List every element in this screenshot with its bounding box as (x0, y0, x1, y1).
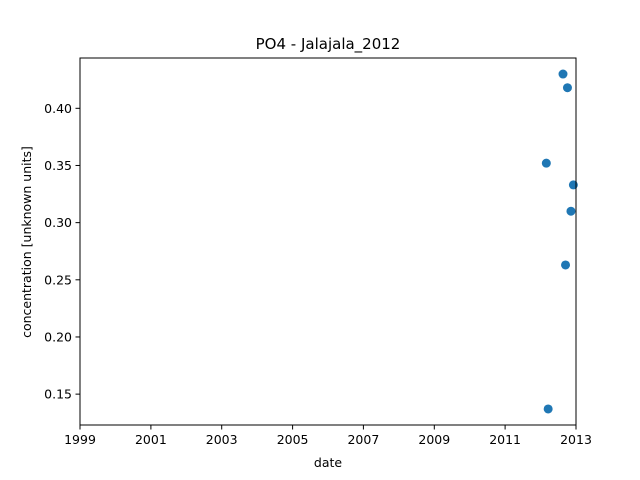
x-axis-label: date (314, 455, 342, 470)
x-tick-label: 2005 (277, 432, 309, 447)
data-point (561, 260, 571, 270)
data-point (558, 69, 568, 79)
y-axis-label: concentration [unknown units] (19, 146, 34, 338)
chart-title: PO4 - Jalajala_2012 (256, 35, 401, 54)
x-tick-label: 2003 (206, 432, 238, 447)
x-tick-label: 1999 (64, 432, 96, 447)
data-point (566, 206, 576, 216)
data-point (562, 83, 572, 93)
y-tick-label: 0.30 (44, 215, 72, 230)
y-tick-label: 0.15 (44, 387, 72, 402)
data-point (541, 158, 551, 168)
plot-area-frame (79, 57, 577, 426)
y-tick-label: 0.35 (44, 158, 72, 173)
data-points (541, 69, 578, 414)
y-tick-label: 0.25 (44, 272, 72, 287)
data-point (543, 404, 553, 414)
y-tick-label: 0.40 (44, 101, 72, 116)
x-axis-ticks: 1999 2001 2003 2005 2007 2009 2011 2013 (64, 425, 592, 447)
x-tick-label: 2001 (135, 432, 167, 447)
y-axis-ticks: 0.15 0.20 0.25 0.30 0.35 0.40 (44, 101, 80, 402)
data-point (568, 180, 578, 190)
x-tick-label: 2013 (560, 432, 592, 447)
y-tick-label: 0.20 (44, 329, 72, 344)
x-tick-label: 2009 (418, 432, 450, 447)
x-tick-label: 2011 (489, 432, 521, 447)
x-tick-label: 2007 (347, 432, 379, 447)
